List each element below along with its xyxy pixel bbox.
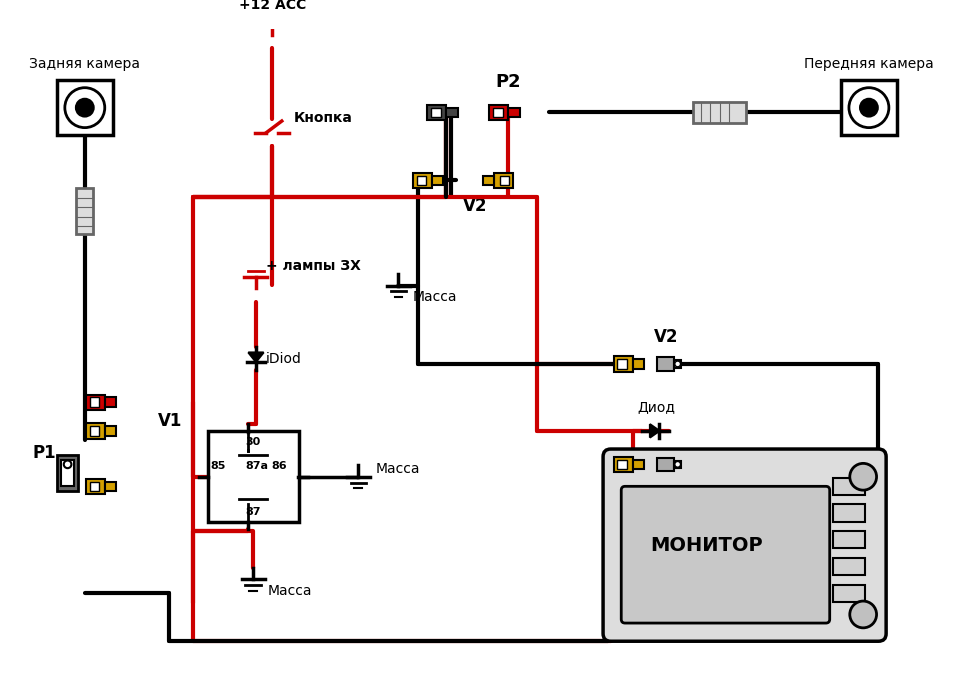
Bar (657, 458, 674, 471)
Bar (613, 356, 633, 372)
Bar (446, 108, 458, 117)
Bar (431, 108, 441, 117)
Bar (841, 80, 897, 135)
Text: V1: V1 (157, 412, 181, 430)
Bar (432, 176, 444, 185)
Text: +12 ACC: +12 ACC (239, 0, 306, 12)
Bar (493, 108, 503, 117)
Text: V1: V1 (654, 480, 679, 497)
Text: МОНИТОР: МОНИТОР (650, 536, 762, 555)
Bar (657, 357, 674, 370)
Text: Масса: Масса (375, 462, 420, 476)
Bar (105, 482, 116, 491)
Bar (633, 460, 644, 469)
Bar (89, 426, 99, 435)
Bar (693, 102, 746, 123)
Text: Передняя камера: Передняя камера (804, 57, 934, 71)
FancyBboxPatch shape (603, 449, 886, 641)
Text: P2: P2 (495, 73, 521, 91)
Bar (490, 105, 509, 120)
Bar (417, 176, 426, 185)
Circle shape (63, 461, 71, 468)
Polygon shape (249, 353, 264, 362)
Bar (208, 431, 299, 522)
Bar (633, 359, 644, 369)
Circle shape (860, 99, 877, 116)
Circle shape (76, 99, 94, 116)
Bar (832, 531, 865, 549)
Text: Задняя камера: Задняя камера (30, 57, 140, 71)
Text: Диод: Диод (637, 400, 676, 414)
Bar (509, 108, 520, 117)
Bar (613, 456, 633, 472)
Text: 87a: 87a (246, 461, 269, 471)
Bar (674, 461, 682, 468)
Bar (427, 105, 446, 120)
Bar (483, 176, 494, 185)
Bar (105, 426, 116, 435)
Bar (617, 359, 627, 369)
Bar (85, 424, 105, 438)
Bar (500, 176, 510, 185)
Bar (832, 558, 865, 575)
Bar (57, 455, 78, 491)
Bar (105, 398, 116, 407)
Bar (60, 460, 74, 486)
Text: P1: P1 (33, 444, 57, 462)
Text: Кнопка: Кнопка (293, 111, 352, 125)
Text: 85: 85 (210, 461, 226, 471)
Text: 30: 30 (246, 437, 261, 447)
Bar (832, 477, 865, 495)
Bar (413, 173, 432, 188)
Bar (85, 395, 105, 409)
Text: V2: V2 (654, 328, 679, 346)
Bar (832, 584, 865, 602)
Bar (89, 482, 99, 491)
Text: + лампы ЗХ: + лампы ЗХ (266, 259, 360, 273)
Circle shape (65, 88, 105, 127)
Circle shape (675, 461, 681, 467)
Text: Масса: Масса (413, 290, 457, 304)
Bar (617, 460, 627, 469)
Polygon shape (650, 424, 660, 438)
Circle shape (849, 88, 889, 127)
Text: V2: V2 (463, 197, 487, 215)
Bar (832, 505, 865, 522)
Bar (57, 80, 112, 135)
FancyBboxPatch shape (621, 486, 829, 623)
Bar (76, 188, 93, 234)
Text: 87: 87 (246, 507, 261, 517)
Bar (89, 398, 99, 407)
Bar (85, 479, 105, 494)
Text: iDiod: iDiod (266, 352, 301, 366)
Circle shape (850, 463, 876, 490)
Circle shape (675, 361, 681, 367)
Text: Масса: Масса (268, 584, 312, 598)
Bar (494, 173, 514, 188)
Text: 86: 86 (272, 461, 287, 471)
Circle shape (850, 601, 876, 628)
Bar (674, 360, 682, 368)
